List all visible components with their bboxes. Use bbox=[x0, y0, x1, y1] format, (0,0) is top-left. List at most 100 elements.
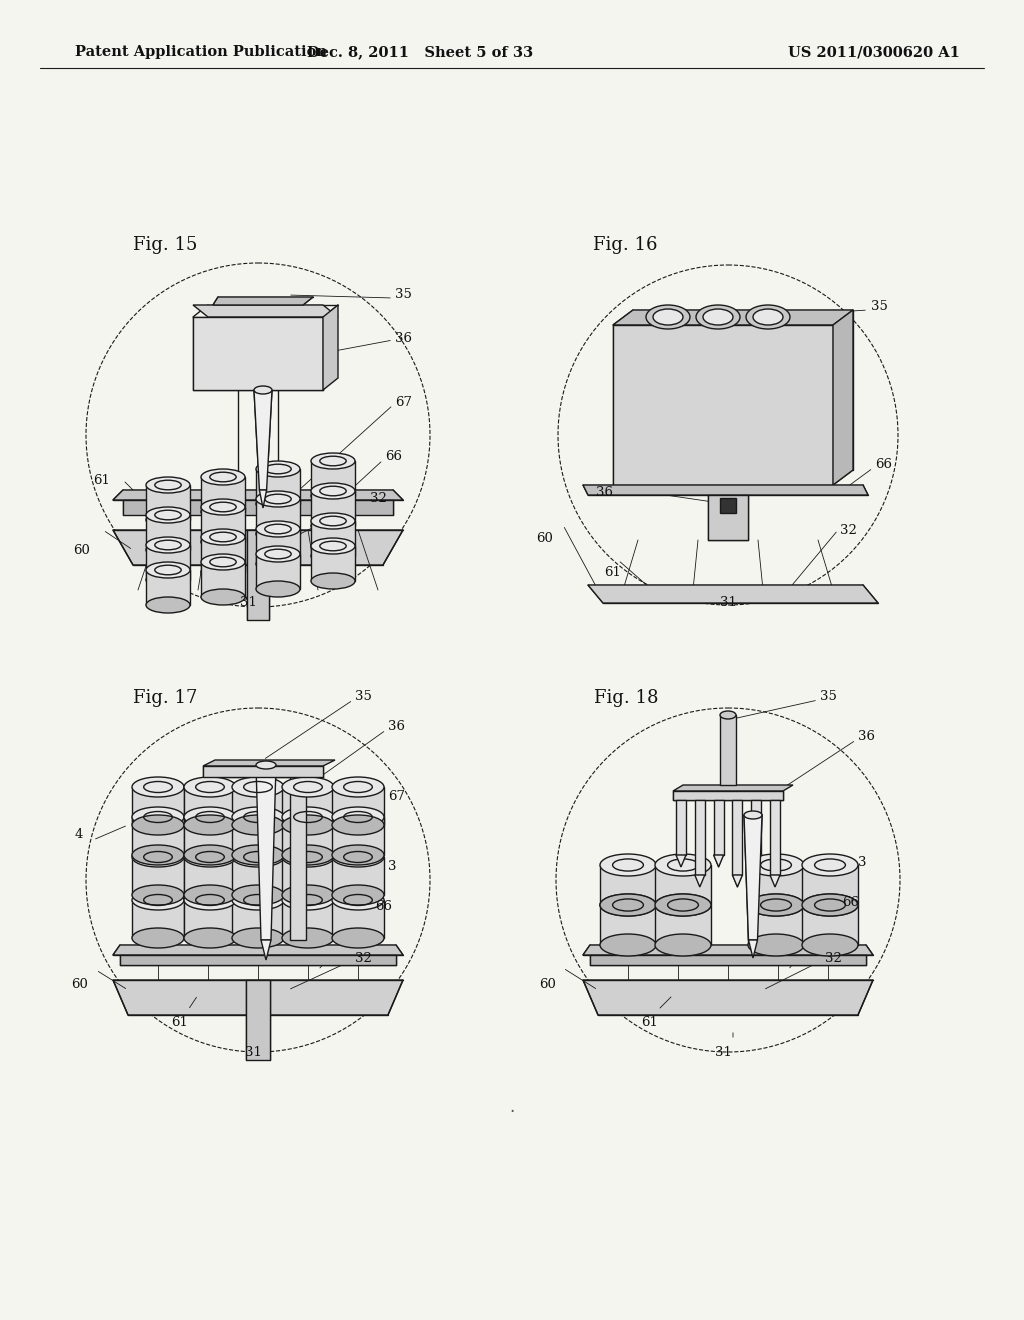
Ellipse shape bbox=[256, 556, 300, 572]
Polygon shape bbox=[332, 857, 384, 895]
Text: 3: 3 bbox=[858, 855, 866, 869]
Ellipse shape bbox=[256, 521, 300, 537]
Polygon shape bbox=[201, 507, 245, 543]
Ellipse shape bbox=[146, 562, 190, 578]
Ellipse shape bbox=[232, 845, 284, 865]
Polygon shape bbox=[132, 817, 184, 855]
Polygon shape bbox=[583, 979, 873, 1015]
Ellipse shape bbox=[655, 854, 711, 876]
Text: 61: 61 bbox=[172, 1015, 188, 1028]
Ellipse shape bbox=[311, 548, 355, 564]
Ellipse shape bbox=[802, 894, 858, 916]
Ellipse shape bbox=[254, 385, 272, 393]
Ellipse shape bbox=[132, 814, 184, 836]
Text: 60: 60 bbox=[537, 532, 553, 544]
Ellipse shape bbox=[146, 507, 190, 523]
Text: Patent Application Publication: Patent Application Publication bbox=[75, 45, 327, 59]
Ellipse shape bbox=[256, 525, 300, 543]
Ellipse shape bbox=[332, 890, 384, 909]
Ellipse shape bbox=[332, 845, 384, 865]
Ellipse shape bbox=[655, 894, 711, 916]
Ellipse shape bbox=[132, 884, 184, 906]
Ellipse shape bbox=[748, 894, 804, 916]
Polygon shape bbox=[203, 760, 335, 766]
Text: 35: 35 bbox=[820, 690, 837, 704]
Text: 36: 36 bbox=[395, 331, 412, 345]
Ellipse shape bbox=[282, 807, 334, 828]
Text: ·: · bbox=[509, 1104, 515, 1121]
Ellipse shape bbox=[802, 935, 858, 956]
Text: 61: 61 bbox=[604, 566, 622, 579]
Polygon shape bbox=[744, 814, 762, 940]
Ellipse shape bbox=[232, 884, 284, 906]
Polygon shape bbox=[146, 515, 190, 550]
Text: 61: 61 bbox=[642, 1015, 658, 1028]
Polygon shape bbox=[113, 490, 403, 500]
Ellipse shape bbox=[232, 807, 284, 828]
Ellipse shape bbox=[201, 589, 245, 605]
Polygon shape bbox=[732, 800, 742, 875]
Polygon shape bbox=[261, 940, 271, 960]
Ellipse shape bbox=[655, 935, 711, 956]
Ellipse shape bbox=[311, 488, 355, 504]
Polygon shape bbox=[708, 495, 748, 540]
Polygon shape bbox=[232, 900, 284, 939]
Polygon shape bbox=[332, 900, 384, 939]
Polygon shape bbox=[673, 785, 793, 791]
Ellipse shape bbox=[201, 504, 245, 520]
Polygon shape bbox=[714, 800, 724, 855]
Polygon shape bbox=[770, 875, 780, 887]
Polygon shape bbox=[120, 954, 396, 965]
Polygon shape bbox=[311, 461, 355, 496]
Polygon shape bbox=[732, 875, 742, 887]
Text: 66: 66 bbox=[874, 458, 892, 471]
Ellipse shape bbox=[282, 814, 334, 836]
Text: 32: 32 bbox=[825, 952, 842, 965]
Polygon shape bbox=[254, 389, 272, 490]
Polygon shape bbox=[613, 310, 853, 325]
Ellipse shape bbox=[232, 890, 284, 909]
Polygon shape bbox=[232, 857, 284, 895]
Ellipse shape bbox=[720, 711, 736, 719]
Text: Dec. 8, 2011   Sheet 5 of 33: Dec. 8, 2011 Sheet 5 of 33 bbox=[307, 45, 534, 59]
Polygon shape bbox=[311, 491, 355, 525]
Ellipse shape bbox=[802, 894, 858, 916]
Polygon shape bbox=[113, 531, 403, 565]
Ellipse shape bbox=[201, 554, 245, 570]
Polygon shape bbox=[720, 715, 736, 785]
Ellipse shape bbox=[146, 477, 190, 492]
Polygon shape bbox=[673, 791, 783, 800]
Ellipse shape bbox=[256, 491, 300, 507]
Ellipse shape bbox=[184, 807, 236, 828]
Polygon shape bbox=[132, 857, 184, 895]
Polygon shape bbox=[113, 979, 403, 1015]
Ellipse shape bbox=[256, 581, 300, 597]
Ellipse shape bbox=[653, 309, 683, 325]
Ellipse shape bbox=[311, 453, 355, 469]
Ellipse shape bbox=[232, 814, 284, 836]
Polygon shape bbox=[311, 521, 355, 556]
Polygon shape bbox=[282, 817, 334, 855]
Ellipse shape bbox=[311, 539, 355, 554]
Polygon shape bbox=[583, 945, 873, 954]
Ellipse shape bbox=[290, 766, 306, 774]
Ellipse shape bbox=[282, 777, 334, 797]
Polygon shape bbox=[323, 305, 338, 389]
Ellipse shape bbox=[256, 461, 300, 477]
Ellipse shape bbox=[184, 847, 236, 867]
Ellipse shape bbox=[600, 854, 656, 876]
Ellipse shape bbox=[748, 894, 804, 916]
Ellipse shape bbox=[232, 777, 284, 797]
Polygon shape bbox=[332, 787, 384, 825]
Text: 66: 66 bbox=[375, 900, 392, 913]
Polygon shape bbox=[247, 531, 269, 620]
Polygon shape bbox=[184, 817, 236, 855]
Polygon shape bbox=[749, 940, 758, 958]
Polygon shape bbox=[770, 800, 780, 875]
Polygon shape bbox=[193, 317, 323, 389]
Ellipse shape bbox=[132, 845, 184, 865]
Text: Fig. 17: Fig. 17 bbox=[133, 689, 198, 708]
Text: 31: 31 bbox=[245, 1045, 261, 1059]
Polygon shape bbox=[332, 817, 384, 855]
Text: 35: 35 bbox=[871, 301, 888, 314]
